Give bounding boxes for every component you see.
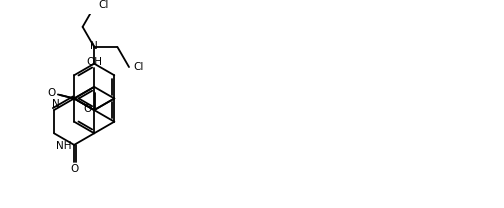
Text: N: N xyxy=(52,99,60,109)
Text: Cl: Cl xyxy=(133,62,144,72)
Text: Cl: Cl xyxy=(98,0,109,10)
Text: O: O xyxy=(84,104,92,114)
Text: O: O xyxy=(70,164,78,174)
Text: O: O xyxy=(47,88,56,98)
Text: OH: OH xyxy=(86,57,102,67)
Text: N: N xyxy=(90,41,98,51)
Text: NH: NH xyxy=(56,141,72,151)
